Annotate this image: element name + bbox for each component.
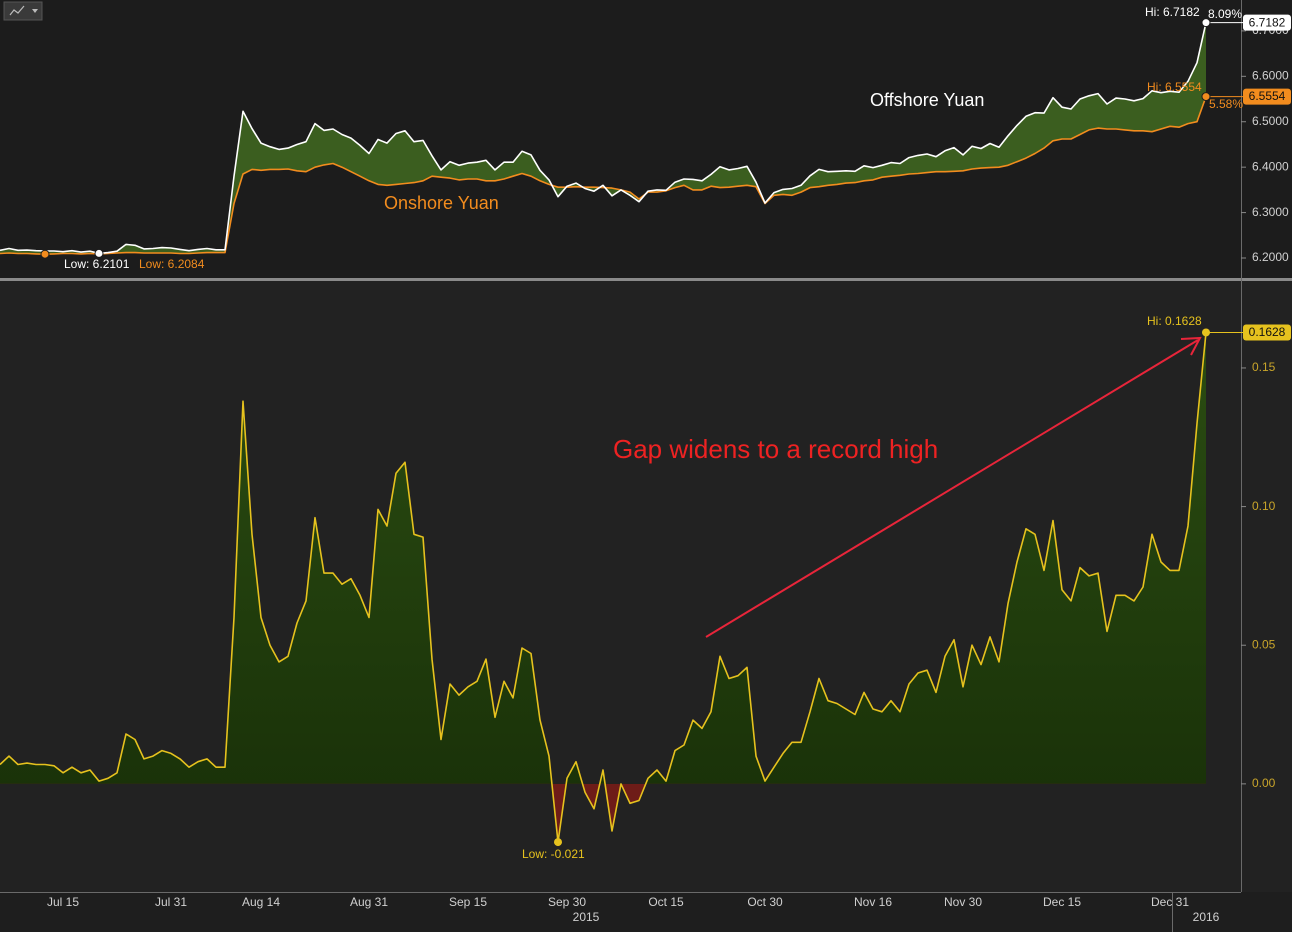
spread-line bbox=[0, 332, 1207, 843]
x-tick-label: Jul 15 bbox=[47, 895, 79, 909]
series-label: Offshore Yuan bbox=[870, 90, 984, 110]
value-box-label: 6.7182 bbox=[1249, 15, 1286, 29]
extreme-marker bbox=[1202, 328, 1210, 337]
chart-type-button[interactable] bbox=[3, 1, 43, 21]
annotation: 5.58% bbox=[1209, 97, 1243, 111]
annotation: Hi: 6.7182 bbox=[1145, 5, 1200, 19]
annotation: Low: 6.2101 bbox=[64, 257, 130, 271]
y-tick-label: 6.6000 bbox=[1252, 68, 1289, 82]
x-group-label: 2015 bbox=[573, 910, 600, 924]
x-tick-label: Dec 15 bbox=[1043, 895, 1081, 909]
value-box-label: 6.5554 bbox=[1249, 89, 1286, 103]
x-tick-label: Aug 14 bbox=[242, 895, 280, 909]
top-panel bbox=[0, 0, 1292, 278]
annotation: Hi: 6.5554 bbox=[1147, 80, 1202, 94]
y-tick-label: 0.00 bbox=[1252, 776, 1276, 790]
value-box bbox=[1243, 88, 1291, 105]
y-tick-label: 6.5000 bbox=[1252, 114, 1289, 128]
x-tick-label: Oct 30 bbox=[747, 895, 783, 909]
value-box bbox=[1243, 324, 1291, 341]
series-line bbox=[0, 96, 1207, 255]
button-frame bbox=[3, 1, 43, 21]
x-tick-label: Dec 31 bbox=[1151, 895, 1189, 909]
annotation: Hi: 0.1628 bbox=[1147, 314, 1202, 328]
series-label: Onshore Yuan bbox=[384, 193, 499, 213]
y-tick-label: 0.10 bbox=[1252, 499, 1276, 513]
x-tick-label: Sep 15 bbox=[449, 895, 487, 909]
gap-fill bbox=[0, 22, 1206, 255]
trend-arrow bbox=[705, 336, 1202, 638]
x-group-label: 2016 bbox=[1193, 910, 1220, 924]
x-tick-label: Sep 30 bbox=[548, 895, 586, 909]
extreme-marker bbox=[94, 248, 104, 258]
annotation: Low: 6.2084 bbox=[139, 257, 205, 271]
x-tick-label: Jul 31 bbox=[155, 895, 187, 909]
annotation: 8.09% bbox=[1208, 7, 1242, 21]
extreme-marker bbox=[1201, 92, 1211, 102]
arrow-head bbox=[1180, 336, 1202, 356]
x-tick-label: Aug 31 bbox=[350, 895, 388, 909]
y-tick-label: 6.2000 bbox=[1252, 250, 1289, 264]
arrow-shaft bbox=[705, 339, 1199, 638]
y-tick-label: 0.05 bbox=[1252, 637, 1276, 651]
y-tick-label: 6.4000 bbox=[1252, 159, 1289, 173]
y-tick-label: 0.15 bbox=[1252, 360, 1276, 374]
value-box bbox=[1243, 14, 1291, 31]
extreme-marker bbox=[40, 249, 50, 259]
x-tick-label: Oct 15 bbox=[648, 895, 684, 909]
button-icon bbox=[9, 5, 25, 16]
button-caret bbox=[32, 9, 38, 13]
annotation: Gap widens to a record high bbox=[613, 434, 938, 464]
x-tick-label: Nov 16 bbox=[854, 895, 892, 909]
series-line bbox=[0, 22, 1207, 255]
extreme-marker bbox=[1201, 18, 1211, 28]
area-fill bbox=[0, 332, 1206, 784]
annotation: Low: -0.021 bbox=[522, 847, 585, 861]
y-tick-label: 6.3000 bbox=[1252, 205, 1289, 219]
x-tick-label: Nov 30 bbox=[944, 895, 982, 909]
value-box-label: 0.1628 bbox=[1249, 325, 1286, 339]
extreme-marker bbox=[554, 838, 562, 847]
